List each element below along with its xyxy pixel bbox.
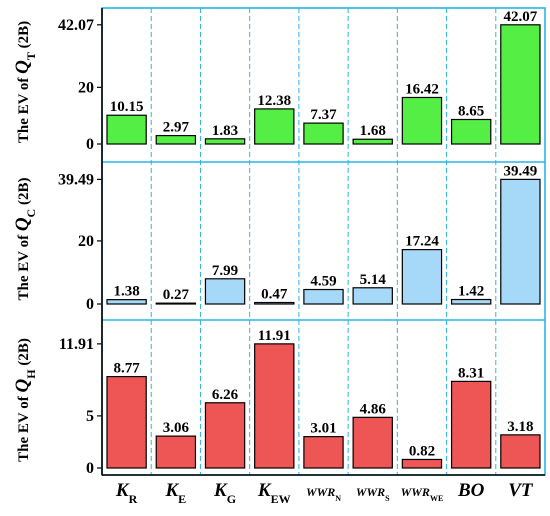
data-label: 1.42 [458, 284, 484, 300]
bar [254, 343, 295, 469]
data-label: 1.68 [360, 123, 386, 139]
y-tick-label: 0 [86, 460, 94, 477]
bar [500, 178, 541, 305]
data-label: 0.47 [261, 287, 288, 303]
x-category-label: BO [457, 480, 485, 501]
bar [204, 278, 246, 305]
y-tick-label: 39.49 [58, 171, 94, 188]
bar [450, 298, 492, 305]
y-tick-label: 5 [86, 408, 94, 425]
y-tick-label: 20 [78, 79, 94, 96]
bar [155, 435, 197, 469]
data-label: 39.49 [504, 163, 538, 179]
data-label: 2.97 [163, 120, 190, 136]
y-tick-label: 20 [78, 233, 94, 250]
bar [352, 416, 393, 469]
data-label: 16.42 [405, 81, 439, 97]
y-axis-label: The EV of QT (2B) [12, 21, 38, 143]
x-category-label: WWRN [306, 485, 341, 503]
data-label: 8.31 [458, 365, 484, 381]
x-category-label: WWRS [356, 485, 390, 503]
bar [401, 458, 443, 469]
data-label: 0.82 [409, 443, 435, 459]
x-category-label: KG [213, 480, 236, 506]
bar [401, 96, 443, 145]
bar [500, 24, 541, 145]
y-axis-label: The EV of QC (2B) [12, 178, 38, 301]
x-category-label: VT [508, 480, 534, 501]
bar [106, 114, 147, 145]
bar [352, 138, 393, 145]
data-label: 6.26 [212, 387, 239, 403]
y-tick-label: 0 [86, 136, 94, 153]
bar [106, 375, 147, 469]
data-label: 42.07 [504, 9, 538, 25]
bar [254, 108, 295, 145]
data-label: 17.24 [405, 234, 439, 250]
bar [500, 434, 541, 469]
data-label: 11.91 [258, 328, 291, 344]
bar [155, 134, 197, 145]
data-label: 3.06 [163, 420, 190, 436]
x-category-label: WWRWE [401, 485, 444, 503]
data-label: 5.14 [360, 272, 387, 288]
data-label: 4.59 [310, 274, 336, 290]
bar [106, 299, 147, 305]
y-tick-label: 0 [86, 296, 94, 313]
bar [303, 436, 344, 469]
data-label: 4.86 [360, 401, 387, 417]
bar [352, 287, 393, 305]
data-label: 7.37 [310, 107, 337, 123]
data-label: 3.01 [310, 421, 336, 437]
bar [401, 248, 443, 305]
x-category-label: KEW [257, 480, 291, 506]
bar [254, 301, 295, 305]
x-category-label: KE [164, 480, 186, 506]
data-label: 0.27 [163, 287, 190, 303]
data-label: 7.99 [212, 263, 238, 279]
bar [303, 122, 344, 145]
data-label: 1.83 [212, 123, 238, 139]
data-label: 8.77 [113, 361, 140, 377]
data-label: 1.38 [113, 284, 139, 300]
data-label: 12.38 [257, 93, 291, 109]
bar [204, 138, 246, 145]
bar [450, 118, 492, 145]
bar [450, 380, 492, 469]
bar [155, 302, 197, 305]
data-label: 8.65 [458, 103, 484, 119]
data-label: 3.18 [507, 419, 533, 435]
data-label: 10.15 [110, 99, 144, 115]
y-tick-label: 11.91 [59, 336, 94, 353]
y-axis-label: The EV of QH (2B) [12, 338, 38, 462]
bar [303, 288, 344, 305]
x-category-label: KR [115, 480, 138, 506]
y-tick-label: 42.07 [58, 17, 94, 34]
bar [204, 402, 246, 469]
